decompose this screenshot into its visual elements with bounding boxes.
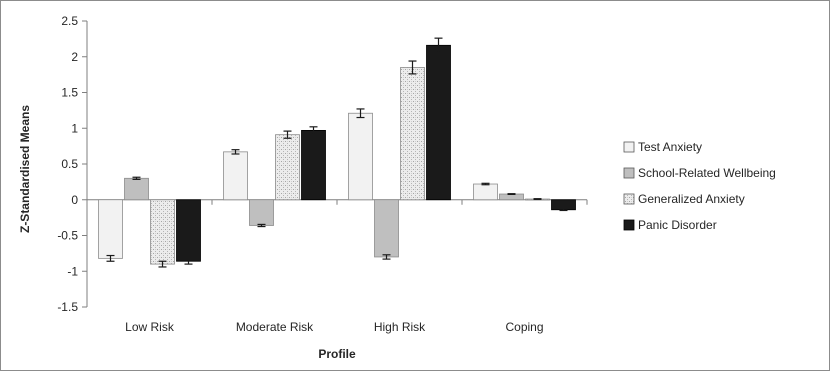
y-tick-label: 1 <box>71 121 78 135</box>
legend-swatch <box>623 167 635 179</box>
x-tick-label: Moderate Risk <box>236 320 314 334</box>
x-tick-label: Coping <box>505 320 543 334</box>
legend-swatch <box>623 141 635 153</box>
bar-school-related-wellbeing-2 <box>374 199 399 258</box>
x-tick-label: High Risk <box>374 320 426 334</box>
y-tick-label: 2.5 <box>61 14 78 28</box>
y-tick-label: -1.5 <box>57 300 78 314</box>
bar-test-anxiety-2 <box>348 112 373 201</box>
legend-label: School-Related Wellbeing <box>638 166 776 180</box>
y-tick-label: 2 <box>71 50 78 64</box>
bar-generalized-anxiety-1 <box>275 134 300 201</box>
bar-school-related-wellbeing-1 <box>249 199 274 226</box>
bar-generalized-anxiety-0 <box>150 199 175 265</box>
bar-panic-disorder-0 <box>176 199 201 262</box>
legend-label: Generalized Anxiety <box>638 192 745 206</box>
bar-test-anxiety-0 <box>98 199 123 259</box>
legend-swatch <box>623 193 635 205</box>
bar-test-anxiety-1 <box>223 151 248 201</box>
bar-school-related-wellbeing-0 <box>124 177 149 201</box>
legend-label: Panic Disorder <box>638 218 717 232</box>
y-tick-label: 0 <box>71 193 78 207</box>
x-axis-title: Profile <box>318 347 356 361</box>
y-tick-label: -0.5 <box>57 229 78 243</box>
x-tick-label: Low Risk <box>125 320 175 334</box>
y-tick-label: 1.5 <box>61 86 78 100</box>
bar-panic-disorder-1 <box>301 129 326 201</box>
bar-panic-disorder-2 <box>426 44 451 201</box>
bar-test-anxiety-3 <box>473 183 498 201</box>
y-tick-label: 0.5 <box>61 157 78 171</box>
legend-swatch <box>623 219 635 231</box>
y-axis-title: Z-Standardised Means <box>18 105 32 233</box>
bar-panic-disorder-3 <box>551 199 576 211</box>
bar-generalized-anxiety-2 <box>400 67 425 201</box>
y-tick-label: -1 <box>67 264 78 278</box>
legend-label: Test Anxiety <box>638 140 702 154</box>
